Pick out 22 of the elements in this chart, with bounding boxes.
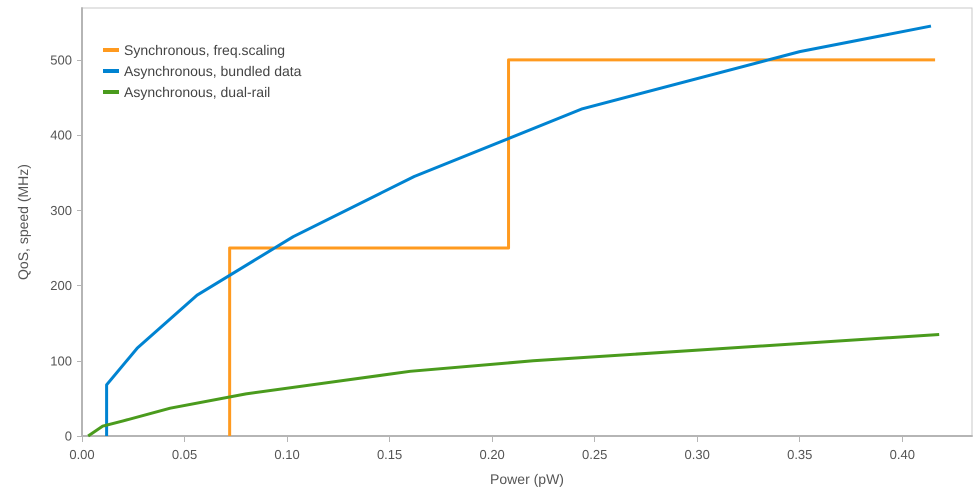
line-series xyxy=(86,332,941,438)
x-tick-label: 0.30 xyxy=(684,447,710,462)
y-axis-title: QoS, speed (MHz) xyxy=(15,164,31,280)
y-tick-label: 0 xyxy=(64,428,72,444)
y-tick-label: 100 xyxy=(50,353,72,368)
y-tick-label: 500 xyxy=(50,52,72,68)
x-tick-label: 0.05 xyxy=(172,447,198,462)
legend-label: Asynchronous, bundled data xyxy=(124,63,302,79)
x-tick-label: 0.35 xyxy=(787,447,812,462)
x-tick-label: 0.15 xyxy=(376,447,402,462)
x-tick-label: 0.25 xyxy=(582,447,608,462)
legend-label: Synchronous, freq.scaling xyxy=(124,42,286,58)
y-tick-label: 300 xyxy=(50,202,72,218)
x-axis-title: Power (pW) xyxy=(490,471,564,487)
y-tick-label: 200 xyxy=(50,278,72,294)
legend-label: Asynchronous, dual-rail xyxy=(124,84,270,100)
line-series xyxy=(105,24,932,438)
x-tick-label: 0.40 xyxy=(890,447,915,462)
x-tick-label: 0.20 xyxy=(479,447,505,462)
y-tick-label: 400 xyxy=(50,128,72,143)
x-tick-label: 0.10 xyxy=(274,447,300,462)
x-tick-label: 0.00 xyxy=(69,447,95,462)
